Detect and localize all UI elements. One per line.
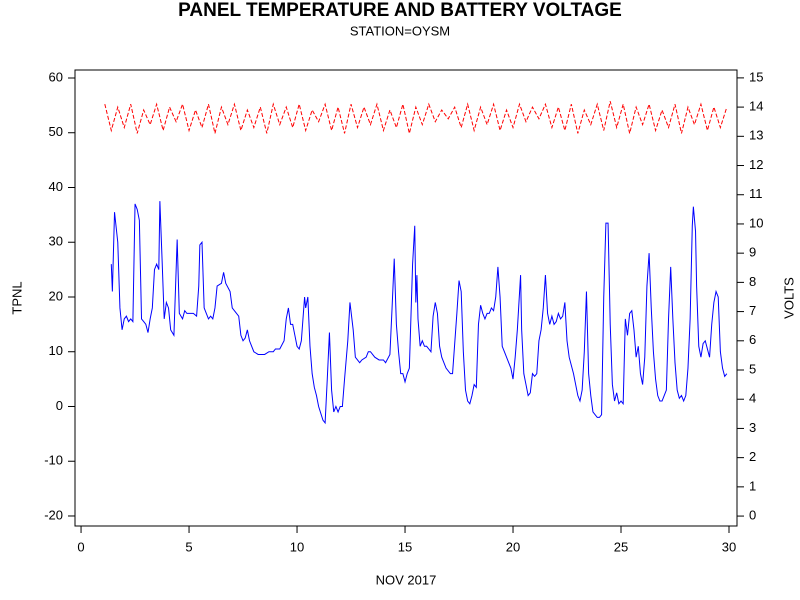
y-tick-label: 0 [56, 398, 63, 413]
x-tick-label: 30 [722, 539, 736, 554]
y2-tick-label: 2 [749, 449, 756, 464]
y-tick-label: 60 [49, 69, 63, 84]
chart-title: PANEL TEMPERATURE AND BATTERY VOLTAGE [178, 0, 622, 21]
x-tick-label: 15 [398, 539, 412, 554]
y-tick-label: 30 [49, 234, 63, 249]
y2-tick-label: 0 [749, 508, 756, 523]
y2-tick-label: 4 [749, 391, 756, 406]
y2-tick-label: 1 [749, 478, 756, 493]
y2-tick-label: 12 [749, 157, 763, 172]
y2-tick-label: 6 [749, 332, 756, 347]
series-line [110, 201, 728, 425]
y2-tick-label: 11 [749, 186, 763, 201]
y2-tick-label: 8 [749, 274, 756, 289]
series-line [104, 101, 728, 134]
y2-tick-label: 14 [749, 99, 763, 114]
x-tick-label: 10 [290, 539, 304, 554]
chart-subtitle: STATION=OYSM [350, 23, 450, 38]
y2-axis-label: VOLTS [781, 277, 796, 319]
y2-tick-label: 9 [749, 245, 756, 260]
y-tick-label: 20 [49, 288, 63, 303]
x-axis-label: NOV 2017 [376, 572, 437, 587]
x-tick-label: 0 [77, 539, 84, 554]
y2-tick-label: 13 [749, 128, 763, 143]
y-tick-label: 10 [49, 343, 63, 358]
x-tick-label: 20 [506, 539, 520, 554]
y-axis-label: TPNL [9, 281, 24, 314]
y2-tick-label: 3 [749, 420, 756, 435]
x-tick-label: 25 [614, 539, 628, 554]
y2-tick-label: 15 [749, 69, 763, 84]
y-tick-label: -10 [44, 453, 63, 468]
y-tick-label: 40 [49, 179, 63, 194]
y2-tick-label: 7 [749, 303, 756, 318]
y-tick-label: 50 [49, 124, 63, 139]
x-tick-label: 5 [185, 539, 192, 554]
y2-tick-label: 5 [749, 361, 756, 376]
plot-frame [74, 69, 738, 527]
y-tick-label: -20 [44, 507, 63, 522]
y2-tick-label: 10 [749, 215, 763, 230]
